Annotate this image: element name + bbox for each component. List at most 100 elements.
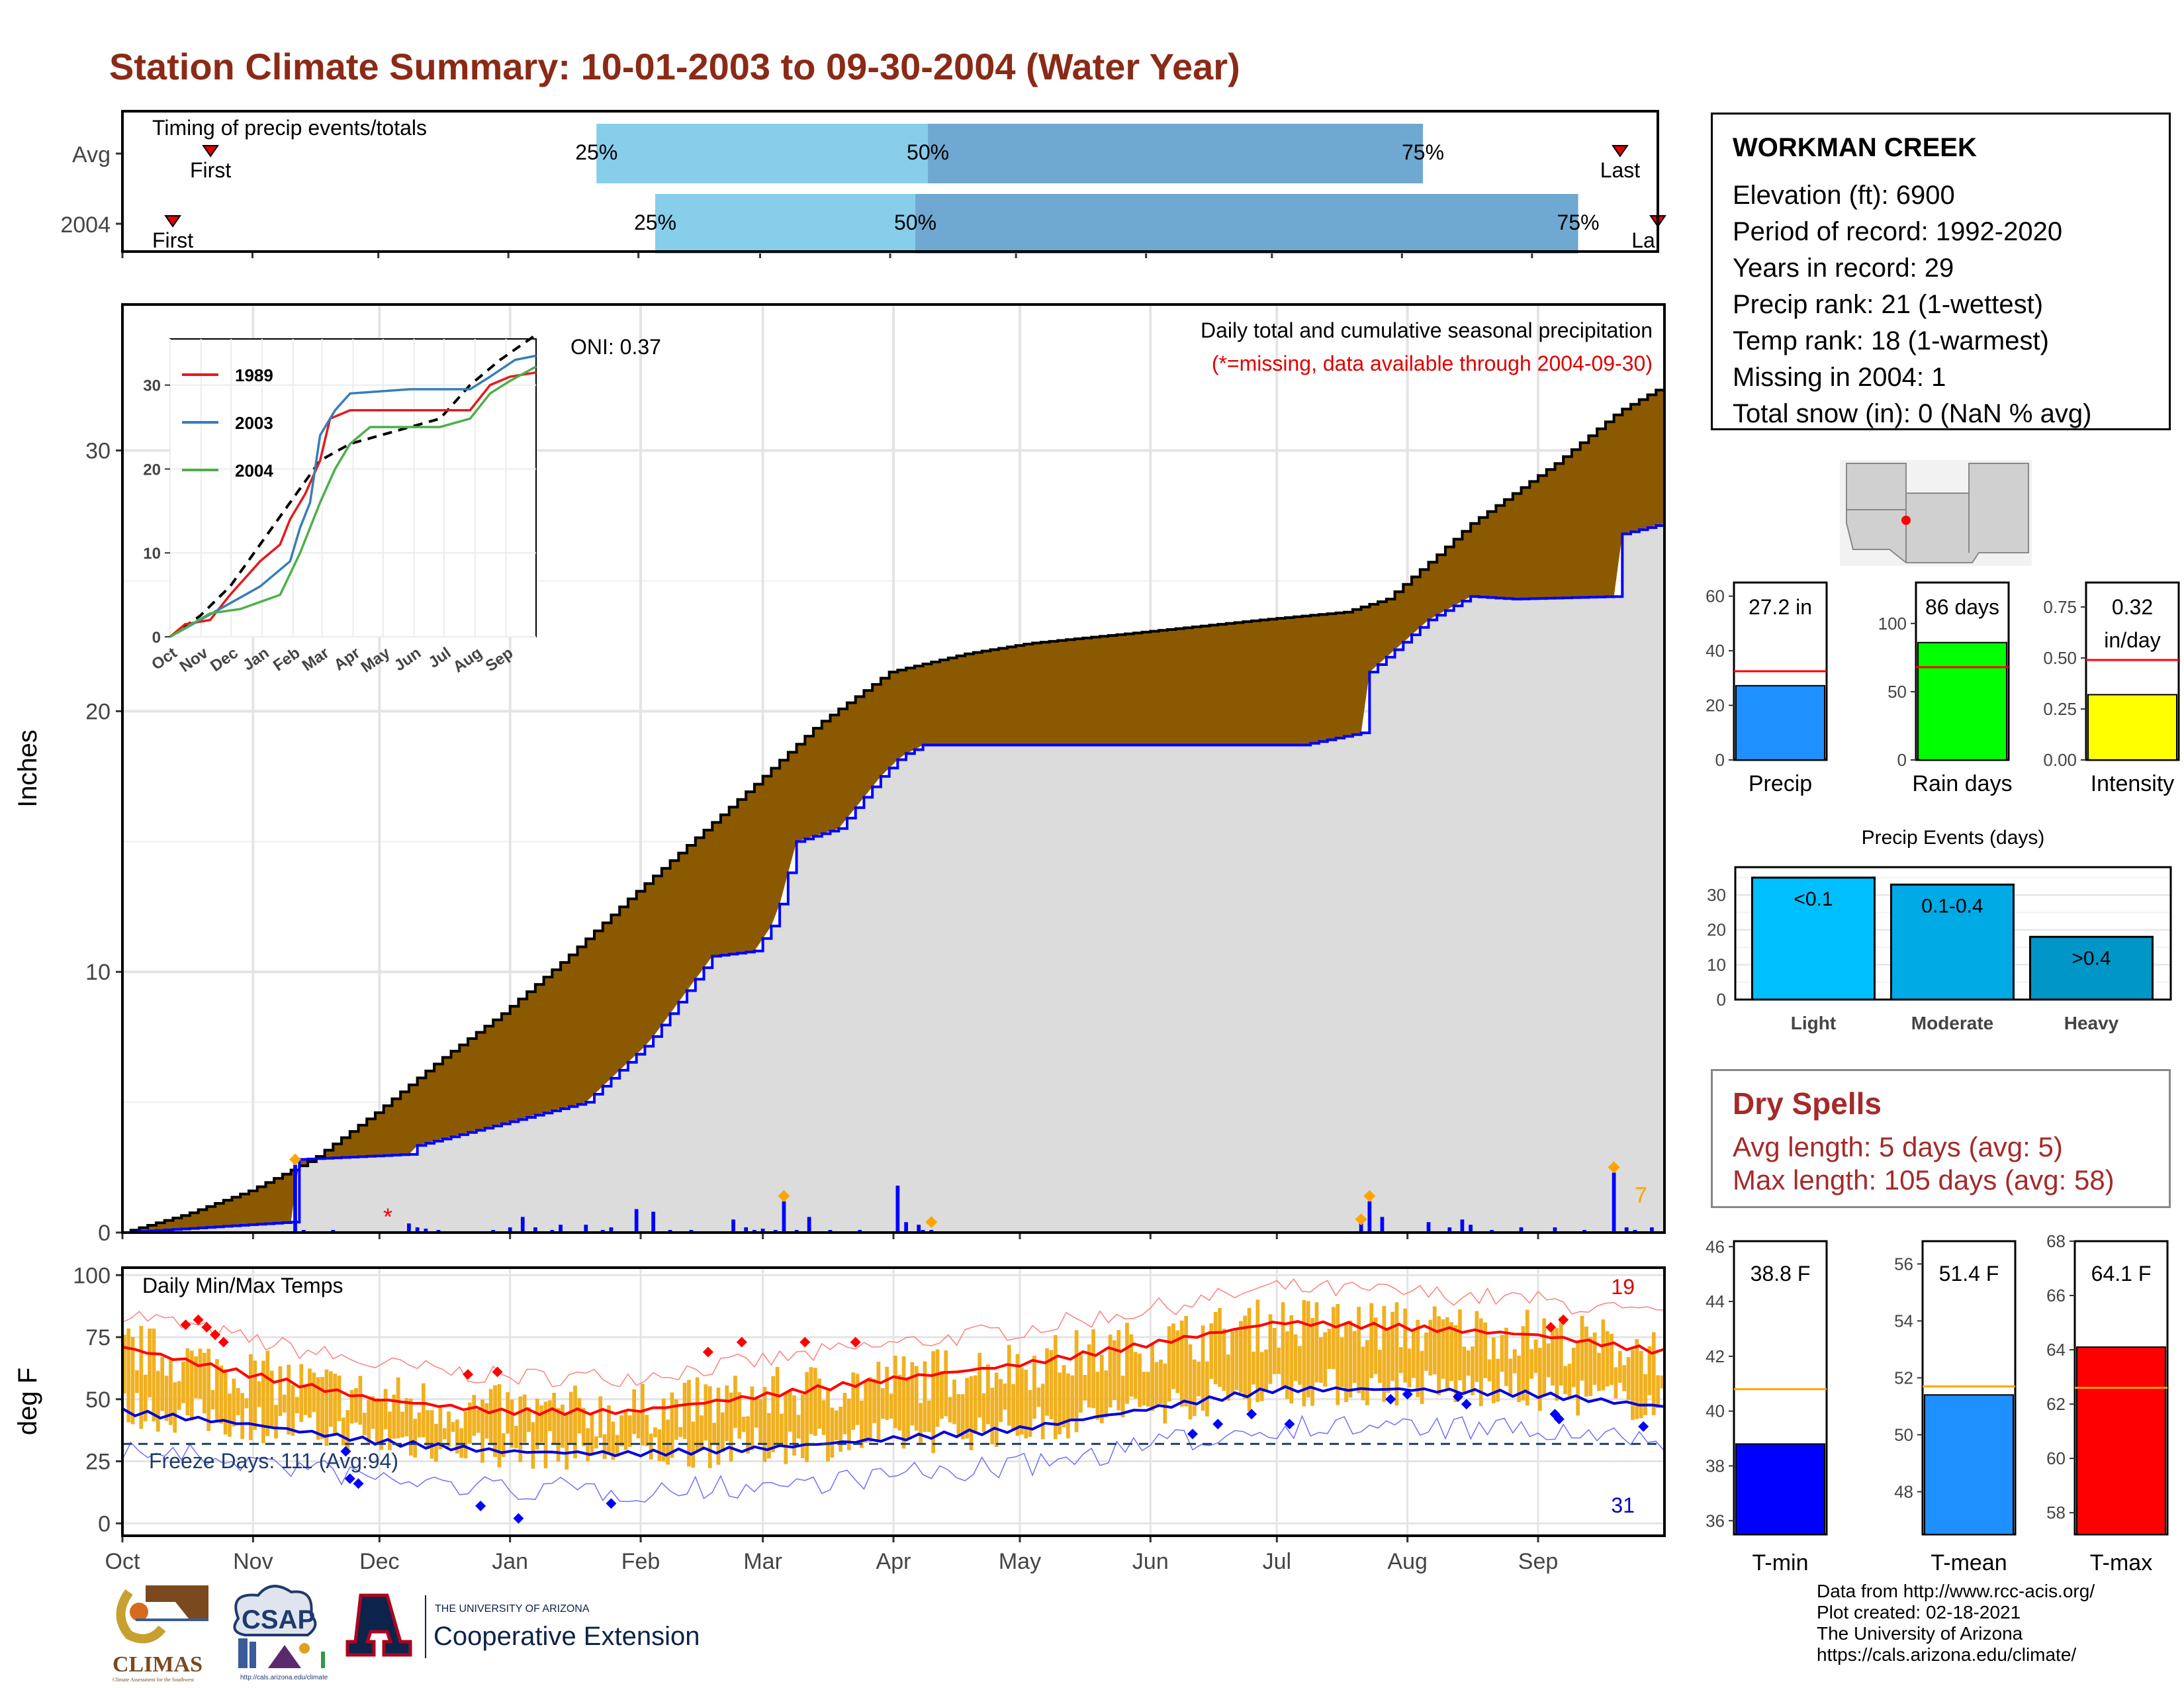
daily-temp-bar — [1605, 1331, 1610, 1387]
daily-temp-bar — [312, 1372, 316, 1413]
cumulative-avg-line — [122, 385, 1666, 1234]
csap-url: http://cals.arizona.edu/climate — [240, 1674, 328, 1681]
precip-ytick-label: 0 — [98, 1221, 111, 1246]
daily-temp-bar — [1626, 1357, 1631, 1400]
daily-temp-bar — [1049, 1350, 1054, 1420]
stat-bar — [2087, 694, 2177, 761]
timing-p50-label: 50% — [907, 140, 949, 164]
daily-temp-bar — [935, 1349, 940, 1427]
daily-temp-bar — [636, 1413, 641, 1438]
daily-temp-bar — [1184, 1315, 1188, 1407]
daily-temp-bar — [813, 1368, 817, 1436]
daily-temp-bar — [1500, 1335, 1504, 1372]
daily-temp-bar — [1424, 1332, 1428, 1371]
daily-temp-bar — [417, 1412, 422, 1438]
daily-temp-bar — [1373, 1317, 1378, 1374]
daily-temp-bar — [1209, 1323, 1214, 1380]
precip-ytick-label: 30 — [85, 439, 111, 464]
daily-temp-bar — [1390, 1311, 1394, 1382]
record-low-marker — [340, 1446, 351, 1457]
daily-temp-bar — [1070, 1375, 1075, 1419]
timing-p50-label: 50% — [894, 211, 936, 234]
precip-stat-bars: 27.2 in 0 20 40 60 Precip 86 days 0 50 100 Rain da… — [1706, 581, 2180, 796]
daily-temp-bar — [156, 1370, 160, 1432]
daily-temp-bar — [236, 1387, 240, 1415]
month-label: Apr — [876, 1549, 911, 1574]
daily-temp-bar — [1643, 1374, 1647, 1415]
cumulative-2004-area — [122, 523, 1664, 1233]
daily-temp-bar — [1656, 1375, 1660, 1409]
daily-temp-bar — [143, 1374, 148, 1421]
temp-stat-bar — [1735, 1443, 1825, 1535]
record-low-marker — [1453, 1391, 1464, 1402]
timing-p75-label: 75% — [1557, 211, 1600, 234]
daily-temp-bar — [1416, 1319, 1420, 1397]
daily-temp-bar — [780, 1413, 784, 1446]
last-label: Last — [1600, 158, 1641, 182]
timing-row-label: 2004 — [60, 212, 111, 238]
daily-temp-bar — [846, 1399, 851, 1450]
daily-precip-bar — [520, 1217, 525, 1233]
record-high-marker — [492, 1366, 503, 1378]
daily-temp-bar — [758, 1399, 763, 1445]
temp-stat-ytick-label: 36 — [1706, 1511, 1725, 1530]
daily-temp-bar — [1496, 1358, 1500, 1402]
daily-temp-bar — [1289, 1315, 1294, 1404]
daily-temp-bar — [261, 1360, 265, 1444]
event-category-label: Heavy — [2064, 1013, 2119, 1033]
daily-temp-bar — [215, 1359, 219, 1422]
inset-ytick-label: 0 — [152, 629, 161, 647]
daily-temp-bar — [1361, 1346, 1365, 1401]
stat-ytick-label: 0.00 — [2043, 750, 2077, 770]
station-period: Period of record: 1992-2020 — [1733, 217, 2063, 246]
daily-temp-bar — [1243, 1315, 1248, 1399]
climas-small-text: Climate Assessment for the Southwest — [113, 1677, 195, 1683]
daily-temp-bar — [1062, 1365, 1066, 1428]
daily-temp-bar — [552, 1392, 557, 1444]
temp-frame — [121, 1266, 1666, 1537]
daily-temp-bar — [333, 1374, 338, 1435]
stat-value: 27.2 in — [1749, 595, 1812, 619]
event-bar — [1751, 876, 1876, 1001]
daily-temp-bar — [122, 1335, 126, 1394]
event-category-label: Light — [1791, 1013, 1836, 1033]
daily-temp-bar — [1407, 1348, 1412, 1387]
daily-temp-bar — [615, 1434, 619, 1457]
record-low-marker — [1385, 1393, 1396, 1405]
stat-value: 86 days — [1925, 595, 1999, 619]
temp-stat-value: 38.8 F — [1751, 1262, 1811, 1286]
daily-temp-bar — [741, 1417, 746, 1432]
timing-frame — [121, 110, 1659, 253]
daily-temp-bar — [1412, 1331, 1416, 1378]
month-label: Mar — [743, 1549, 782, 1574]
daily-temp-bar — [990, 1387, 995, 1445]
daily-temp-bar — [493, 1385, 497, 1458]
daily-temp-bar — [1285, 1331, 1289, 1399]
hot-count-label: 19 — [1611, 1275, 1635, 1299]
daily-temp-bar — [337, 1376, 341, 1421]
precip-ytick-label: 10 — [85, 960, 111, 985]
timing-p25-label: 25% — [575, 140, 617, 164]
daily-temp-bar — [712, 1423, 716, 1444]
daily-temp-bar — [956, 1394, 961, 1436]
daily-temp-bar — [392, 1394, 396, 1439]
daily-temp-bar — [556, 1407, 561, 1462]
daily-temp-bar — [746, 1416, 750, 1454]
daily-temp-bar — [1040, 1383, 1045, 1440]
daily-temp-bar — [1504, 1327, 1508, 1386]
daily-temp-bar — [1533, 1339, 1538, 1374]
first-label: First — [190, 158, 231, 182]
daily-temp-bar — [210, 1389, 215, 1410]
daily-temp-bar — [1150, 1344, 1155, 1411]
daily-temp-bar — [476, 1409, 480, 1433]
daily-temp-bar — [994, 1372, 999, 1447]
daily-temp-bar — [1079, 1354, 1083, 1413]
daily-temp-bar — [729, 1392, 733, 1462]
daily-temp-bar — [1437, 1316, 1441, 1395]
inset-avg-line — [169, 334, 537, 638]
daily-precip-bar — [1426, 1222, 1431, 1233]
csap-text: CSAP — [242, 1605, 315, 1634]
oni-label: ONI: 0.37 — [570, 335, 661, 359]
daily-temp-bar — [1420, 1350, 1424, 1404]
daily-temp-bar — [619, 1415, 623, 1446]
